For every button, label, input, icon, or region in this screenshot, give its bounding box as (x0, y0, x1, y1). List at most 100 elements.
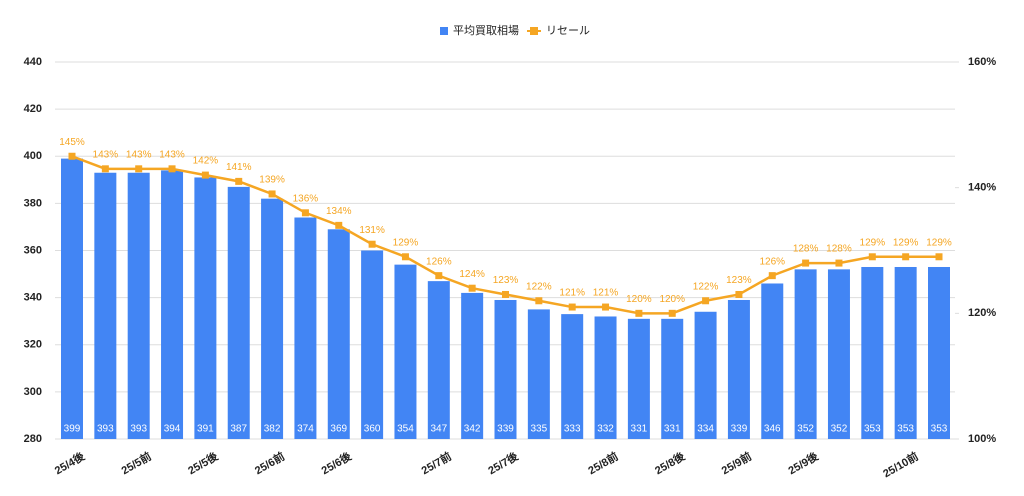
bar (461, 292, 484, 439)
y2-tick-label: 140% (968, 182, 996, 194)
bar (127, 172, 150, 439)
bar-value-label: 353 (931, 424, 948, 435)
line-marker (868, 253, 876, 261)
x-tick-label: 25/6後 (319, 448, 355, 477)
bar-value-label: 332 (597, 424, 614, 435)
y2-tick-label: 100% (968, 433, 996, 445)
line-marker (668, 309, 676, 317)
bar-value-label: 334 (697, 424, 714, 435)
y2-tick-label: 160% (968, 56, 996, 68)
bar (294, 217, 317, 439)
line-marker (835, 259, 843, 267)
line-marker (235, 177, 243, 185)
line-value-label: 136% (293, 193, 319, 204)
line-value-label: 143% (159, 149, 185, 160)
bar (727, 299, 750, 439)
bar (928, 266, 950, 439)
bar (327, 229, 350, 439)
x-tick-label: 25/10前 (880, 449, 920, 480)
x-tick-label: 25/8前 (585, 449, 620, 477)
bar (427, 281, 450, 439)
bar (894, 266, 917, 439)
bar (594, 316, 617, 439)
bar-value-label: 354 (397, 424, 414, 435)
bar (194, 177, 217, 440)
line-marker (602, 303, 610, 311)
y-tick-label: 400 (24, 150, 42, 162)
line-marker (902, 253, 910, 261)
bar-value-label: 399 (64, 424, 81, 435)
line-value-label: 139% (259, 175, 285, 186)
bar-value-label: 382 (264, 424, 281, 435)
line-value-label: 129% (893, 237, 919, 248)
x-tick-label: 25/7前 (419, 449, 454, 477)
line-value-label: 143% (93, 149, 119, 160)
line-marker (201, 171, 209, 179)
bar (761, 283, 784, 439)
bar-value-label: 339 (731, 424, 748, 435)
bar-value-label: 331 (631, 424, 648, 435)
legend-label: リセール (546, 24, 590, 37)
bar-value-label: 374 (297, 424, 314, 435)
y-tick-label: 280 (24, 433, 42, 445)
line-marker (368, 240, 376, 248)
bar-value-label: 387 (230, 424, 247, 435)
bar-value-label: 394 (164, 424, 181, 435)
bar (227, 186, 250, 439)
legend-swatch (530, 27, 538, 35)
bar-value-label: 342 (464, 424, 481, 435)
bar-value-label: 360 (364, 424, 381, 435)
line-value-label: 120% (659, 294, 685, 305)
line-marker (68, 152, 76, 160)
line-value-label: 123% (726, 275, 752, 286)
x-tick-label: 25/8後 (652, 448, 688, 477)
line-marker (168, 165, 176, 173)
y-tick-label: 360 (24, 244, 42, 256)
line-marker (468, 284, 476, 292)
line-marker (101, 165, 109, 173)
x-tick-label: 25/5後 (185, 448, 221, 477)
line-value-label: 131% (359, 225, 385, 236)
bar (694, 311, 717, 439)
x-tick-label: 25/7後 (485, 448, 521, 477)
y-tick-label: 380 (24, 197, 42, 209)
line-marker (502, 290, 509, 298)
x-tick-label: 25/9後 (785, 448, 821, 477)
bar (661, 318, 684, 439)
y2-tick-label: 120% (968, 307, 996, 319)
bar-value-label: 393 (97, 424, 114, 435)
line-marker (268, 190, 276, 198)
line-marker (301, 209, 309, 217)
line-value-label: 121% (593, 288, 619, 299)
line-value-label: 129% (393, 237, 419, 248)
bar (827, 269, 850, 439)
legend-swatch (440, 27, 448, 35)
bar (361, 250, 384, 439)
bar-value-label: 391 (197, 424, 214, 435)
y-tick-label: 320 (24, 339, 42, 351)
line-value-label: 128% (793, 244, 819, 255)
line-value-label: 121% (559, 288, 585, 299)
bar-value-label: 352 (831, 424, 848, 435)
bar-value-label: 393 (130, 424, 147, 435)
bar-value-label: 353 (864, 424, 881, 435)
bar-value-label: 331 (664, 424, 681, 435)
y-tick-label: 440 (24, 56, 42, 68)
line-value-label: 122% (526, 281, 552, 292)
line-marker (568, 303, 576, 311)
bar-value-label: 369 (330, 424, 347, 435)
bar-value-label: 333 (564, 424, 581, 435)
line-marker (335, 221, 343, 229)
line-value-label: 126% (426, 256, 452, 267)
bar-value-label: 353 (897, 424, 914, 435)
bar (861, 266, 884, 439)
line-value-label: 122% (693, 281, 719, 292)
legend-label: 平均買取相場 (453, 24, 519, 37)
line-marker (802, 259, 810, 267)
bar (394, 264, 417, 439)
bar (494, 299, 517, 439)
bar (61, 158, 83, 439)
bar (261, 198, 284, 439)
line-marker (768, 272, 776, 280)
